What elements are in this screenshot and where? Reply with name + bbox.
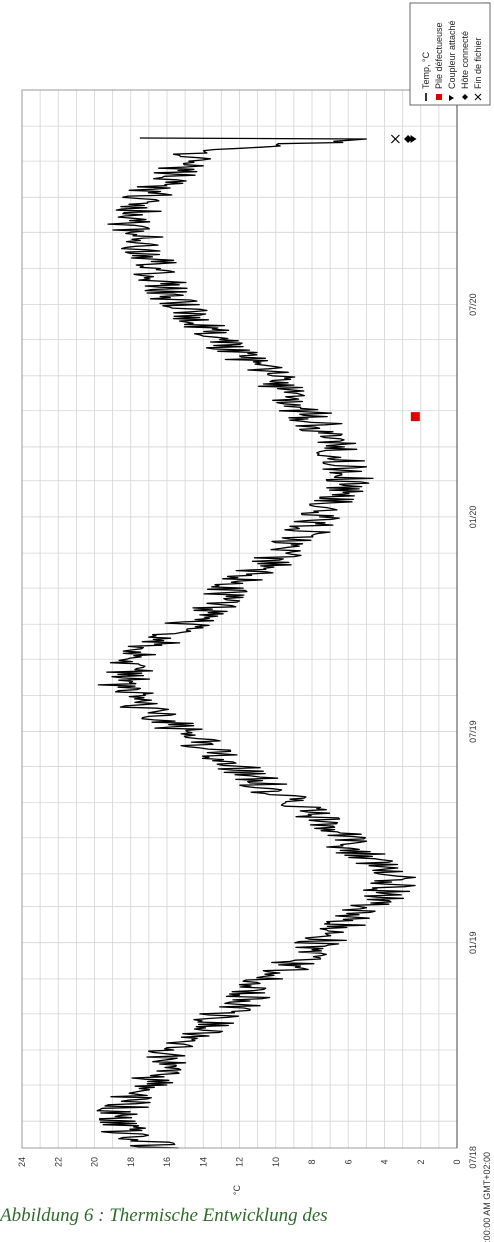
- legend-label: Temp, °C: [421, 51, 431, 89]
- plot-area: [96, 134, 420, 1149]
- y-axis-label: °C: [232, 1184, 242, 1195]
- legend-label: Hôte connecté: [460, 31, 470, 89]
- y-tick-label: 4: [380, 1159, 390, 1164]
- figure-caption: Abbildung 6 : Thermische Entwicklung des: [0, 1205, 328, 1226]
- event-marker-pile-defectueuse: [410, 412, 420, 422]
- y-tick-label: 8: [307, 1159, 317, 1164]
- y-tick-label: 18: [126, 1157, 136, 1167]
- event-marker-hote-connecte: [404, 134, 413, 143]
- y-tick-label: 14: [198, 1157, 208, 1167]
- y-tick-label: 16: [162, 1157, 172, 1167]
- x-tick-label: 07/19: [468, 720, 478, 743]
- event-markers: [390, 134, 420, 422]
- legend-item: Pile défectueuse: [434, 22, 444, 100]
- legend-item: Coupleur attaché: [447, 20, 457, 101]
- legend-item: Temp, °C: [421, 51, 431, 101]
- legend-label: Pile défectueuse: [434, 22, 444, 89]
- series-line-temp: [96, 137, 417, 1149]
- legend-square-icon: [436, 94, 442, 100]
- legend-item: Hôte connecté: [460, 31, 470, 100]
- x-tick-label: 07/20: [468, 293, 478, 316]
- x-start-label: 07/09/18 12:00:00 AM GMT+02:00: [482, 1152, 492, 1242]
- y-tick-label: 0: [452, 1159, 462, 1164]
- legend-diamond-icon: [462, 94, 468, 100]
- event-marker-fin-de-fichier: [390, 134, 400, 144]
- legend-item: Fin de fichier: [473, 37, 483, 101]
- y-tick-label: 24: [17, 1157, 27, 1167]
- y-tick-label: 20: [90, 1157, 100, 1167]
- x-tick-label: 07/18: [468, 1146, 478, 1169]
- legend-label: Coupleur attaché: [447, 20, 457, 89]
- y-tick-label: 10: [271, 1157, 281, 1167]
- legend-label: Fin de fichier: [473, 37, 483, 89]
- legend-box: [409, 2, 491, 106]
- chart-legend: Temp, °C Pile défectueuse Coupleur attaché…: [409, 2, 491, 106]
- legend-x-icon: [474, 93, 482, 101]
- legend-triangle-icon: [449, 95, 454, 101]
- x-tick-label: 01/19: [468, 931, 478, 954]
- event-marker-coupleur-attache: [410, 134, 417, 143]
- y-tick-label: 12: [235, 1157, 245, 1167]
- chart-grid: [21, 89, 458, 1148]
- y-tick-label: 2: [416, 1159, 426, 1164]
- x-tick-label: 01/20: [468, 506, 478, 529]
- y-tick-label: 22: [53, 1157, 63, 1167]
- y-tick-label: 6: [343, 1159, 353, 1164]
